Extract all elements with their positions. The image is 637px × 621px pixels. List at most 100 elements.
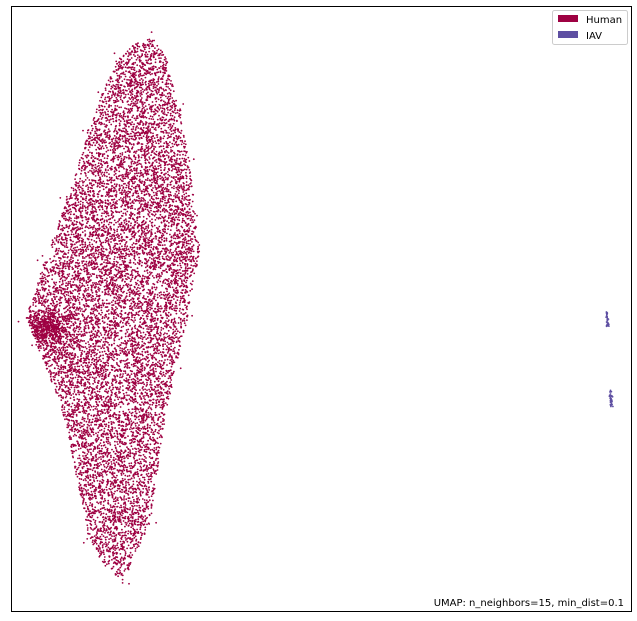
human-point [65,310,68,313]
human-point [121,280,123,282]
human-point [151,448,154,451]
human-point [72,257,74,259]
human-point [160,99,163,102]
human-point [123,541,126,544]
human-point [130,188,133,191]
human-point [149,165,151,168]
human-point [95,291,97,293]
human-point [120,76,122,78]
human-point [67,356,69,358]
human-point [90,323,93,325]
human-point [113,198,116,201]
human-point [96,381,99,384]
human-point [162,348,165,350]
human-point [159,415,162,418]
human-point [74,246,77,249]
human-point [134,263,137,265]
human-point [167,397,170,400]
human-point [109,90,112,93]
human-point [114,427,116,429]
human-point [100,173,103,175]
human-point [147,91,149,94]
human-point [81,262,84,264]
human-point [164,83,167,86]
human-point [125,184,128,187]
human-point [150,228,153,231]
human-point [103,322,105,324]
human-point [123,196,125,199]
human-point [158,436,161,439]
human-point [94,407,97,410]
human-point [102,526,105,529]
human-point [54,270,57,273]
human-point [129,207,132,210]
human-point [118,118,120,121]
human-point [124,107,126,109]
human-point [152,191,155,194]
human-point [170,386,173,388]
human-point [54,284,57,286]
human-point [98,237,101,240]
human-point [123,208,126,211]
human-point [67,284,69,287]
human-point [113,174,116,176]
human-point [73,433,76,436]
human-point [184,154,187,157]
human-point [98,288,101,290]
human-point [127,532,129,535]
human-point [92,183,95,186]
human-point [86,516,89,518]
human-point [88,349,91,352]
human-point [101,490,104,493]
human-point [173,241,176,244]
human-point [141,401,143,404]
human-point [55,353,57,356]
human-point [158,359,161,362]
human-point [154,213,157,216]
human-point [127,318,130,321]
human-point [171,142,174,145]
human-point [149,249,152,252]
human-point [164,167,166,169]
human-point [98,436,100,439]
human-point [130,137,133,140]
human-point [126,564,129,566]
human-point [51,278,53,281]
human-point [64,238,67,241]
human-point [171,186,173,189]
human-point [100,382,103,385]
human-point [115,96,118,99]
human-point [112,500,115,503]
human-point [177,246,180,249]
human-point [180,143,183,146]
scatter-points [17,31,614,585]
human-point [174,232,176,234]
human-point [109,80,112,83]
human-point [111,558,113,561]
human-point [171,97,174,99]
human-point [115,130,118,133]
human-point [95,293,98,296]
human-point [138,175,141,178]
human-point [96,185,99,188]
human-point [163,237,166,240]
human-point [106,280,108,283]
human-point [37,282,39,285]
human-point [129,224,132,227]
human-point [87,263,90,265]
human-point [84,377,87,379]
human-point [133,352,136,354]
human-point [152,334,155,337]
human-point [185,181,188,183]
human-point [189,235,192,238]
human-point [123,123,126,125]
human-point [117,559,119,562]
human-point [192,265,195,267]
human-point [139,404,142,406]
human-point [137,475,140,478]
human-point [128,376,131,379]
human-point [120,295,123,297]
human-point [160,404,163,406]
human-point [147,225,150,228]
human-point [155,246,158,248]
